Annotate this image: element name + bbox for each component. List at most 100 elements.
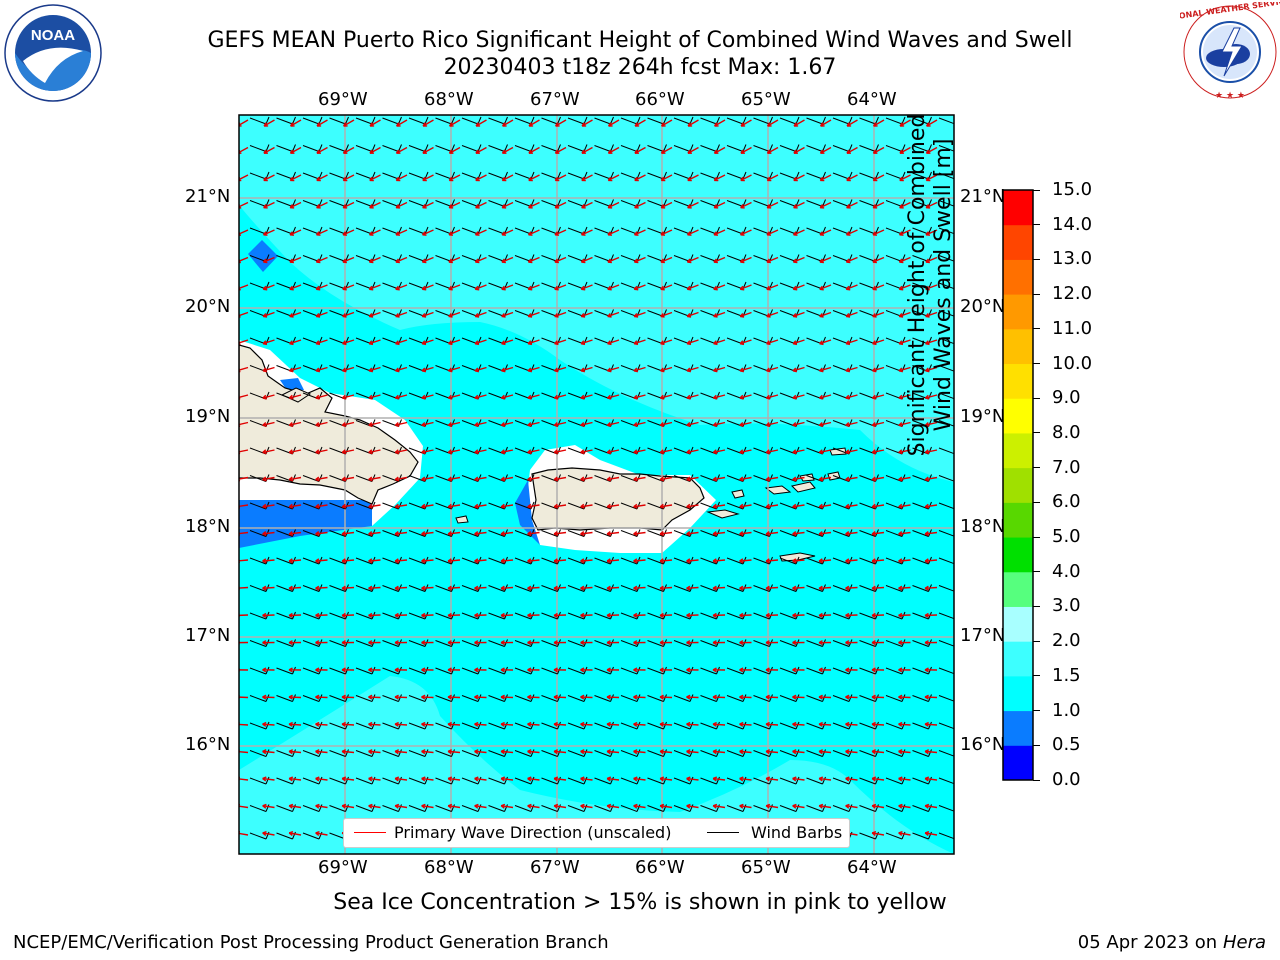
wave-arrow [872, 284, 885, 290]
wind-barb [461, 530, 479, 537]
wind-barb [673, 282, 691, 290]
wave-arrow [395, 777, 408, 781]
wave-arrow [289, 256, 302, 263]
wave-arrow [448, 476, 461, 481]
wind-barb [673, 667, 691, 675]
wave-arrow [394, 559, 408, 562]
wind-barb [302, 722, 320, 730]
wave-arrow [740, 229, 752, 236]
lat-label-right: 21°N [960, 186, 1006, 207]
wave-arrow [872, 777, 885, 781]
wind-barb [885, 282, 903, 290]
lat-label-left: 21°N [185, 186, 231, 207]
wind-barb [673, 695, 691, 702]
wind-barb [753, 557, 770, 565]
wave-arrow [845, 723, 858, 726]
wave-arrow [606, 586, 620, 590]
wind-barb [302, 667, 320, 675]
wind-barb [647, 695, 664, 702]
wind-barb [753, 502, 770, 510]
wave-arrow [342, 366, 355, 372]
wave-arrow [396, 119, 408, 127]
wind-barb [806, 612, 823, 620]
wind-barb [594, 557, 611, 565]
wind-barb [541, 145, 558, 152]
wind-barb [488, 585, 505, 592]
wave-arrow [580, 723, 593, 726]
map-gridlines [239, 115, 954, 854]
wind-barb [408, 117, 426, 125]
wave-arrow [395, 504, 408, 508]
wave-arrow [898, 311, 911, 318]
wave-arrow [262, 531, 275, 535]
wind-barb [726, 722, 744, 730]
wind-barb [594, 255, 611, 262]
wind-barb [620, 667, 638, 675]
wave-arrow [396, 146, 408, 154]
wave-arrow [527, 394, 540, 399]
wave-arrow [873, 119, 885, 127]
wind-barb [647, 612, 664, 620]
colorbar-segment [1003, 745, 1033, 781]
wave-arrow [661, 119, 673, 127]
wind-barb [382, 200, 399, 207]
wind-barb [514, 172, 532, 180]
wave-arrow [527, 476, 540, 481]
wind-barb [753, 750, 770, 757]
wave-arrow [660, 201, 673, 209]
wind-barb [806, 200, 823, 207]
wind-barb [806, 585, 823, 592]
wind-barb [302, 805, 320, 812]
wave-arrow [739, 394, 752, 399]
wind-barb [382, 282, 399, 290]
wind-barb [408, 145, 426, 152]
wave-arrow [394, 723, 408, 726]
wave-arrow [581, 284, 593, 290]
wind-barb [620, 502, 638, 510]
wave-arrow [475, 119, 487, 127]
wave-arrow [634, 256, 646, 263]
wind-barb [912, 255, 929, 262]
wave-arrow [527, 339, 540, 345]
wave-arrow [315, 750, 328, 754]
wind-barb [249, 200, 267, 207]
wave-arrow [871, 559, 885, 562]
wind-barb [355, 805, 373, 812]
wind-barb [620, 750, 638, 757]
wave-arrow [239, 504, 249, 508]
wind-barb [753, 227, 770, 235]
wave-arrow [447, 723, 461, 726]
wave-arrow [766, 777, 779, 781]
wave-arrow [500, 723, 514, 726]
wave-arrow [421, 777, 434, 781]
wave-arrow [739, 449, 752, 454]
wave-arrow [713, 421, 726, 426]
wave-arrow [898, 777, 911, 781]
wave-arrow [686, 449, 699, 454]
wave-arrow [766, 284, 779, 290]
colorbar-segment [1003, 710, 1033, 746]
wave-arrow [448, 256, 461, 263]
colorbar-segment [1003, 606, 1033, 642]
wave-arrow [792, 805, 805, 809]
wind-barb [647, 530, 664, 537]
wind-barb [938, 722, 954, 730]
wave-arrow [368, 339, 381, 345]
wave-arrow [369, 201, 381, 209]
wind-barb [620, 145, 638, 152]
wave-arrow [687, 146, 699, 154]
wind-barb [567, 117, 585, 125]
wave-arrow [607, 284, 620, 290]
wind-barb [753, 722, 770, 730]
wave-arrow [608, 146, 620, 154]
wind-barb [753, 145, 770, 152]
wave-arrow [528, 201, 540, 209]
wind-barb [488, 667, 505, 675]
wave-arrow [474, 750, 487, 754]
wave-arrow [845, 805, 858, 809]
wind-barb [488, 695, 505, 702]
wind-barb [382, 557, 399, 565]
wind-barb [779, 227, 797, 235]
wave-arrow [898, 805, 911, 809]
wave-arrow [686, 421, 699, 426]
